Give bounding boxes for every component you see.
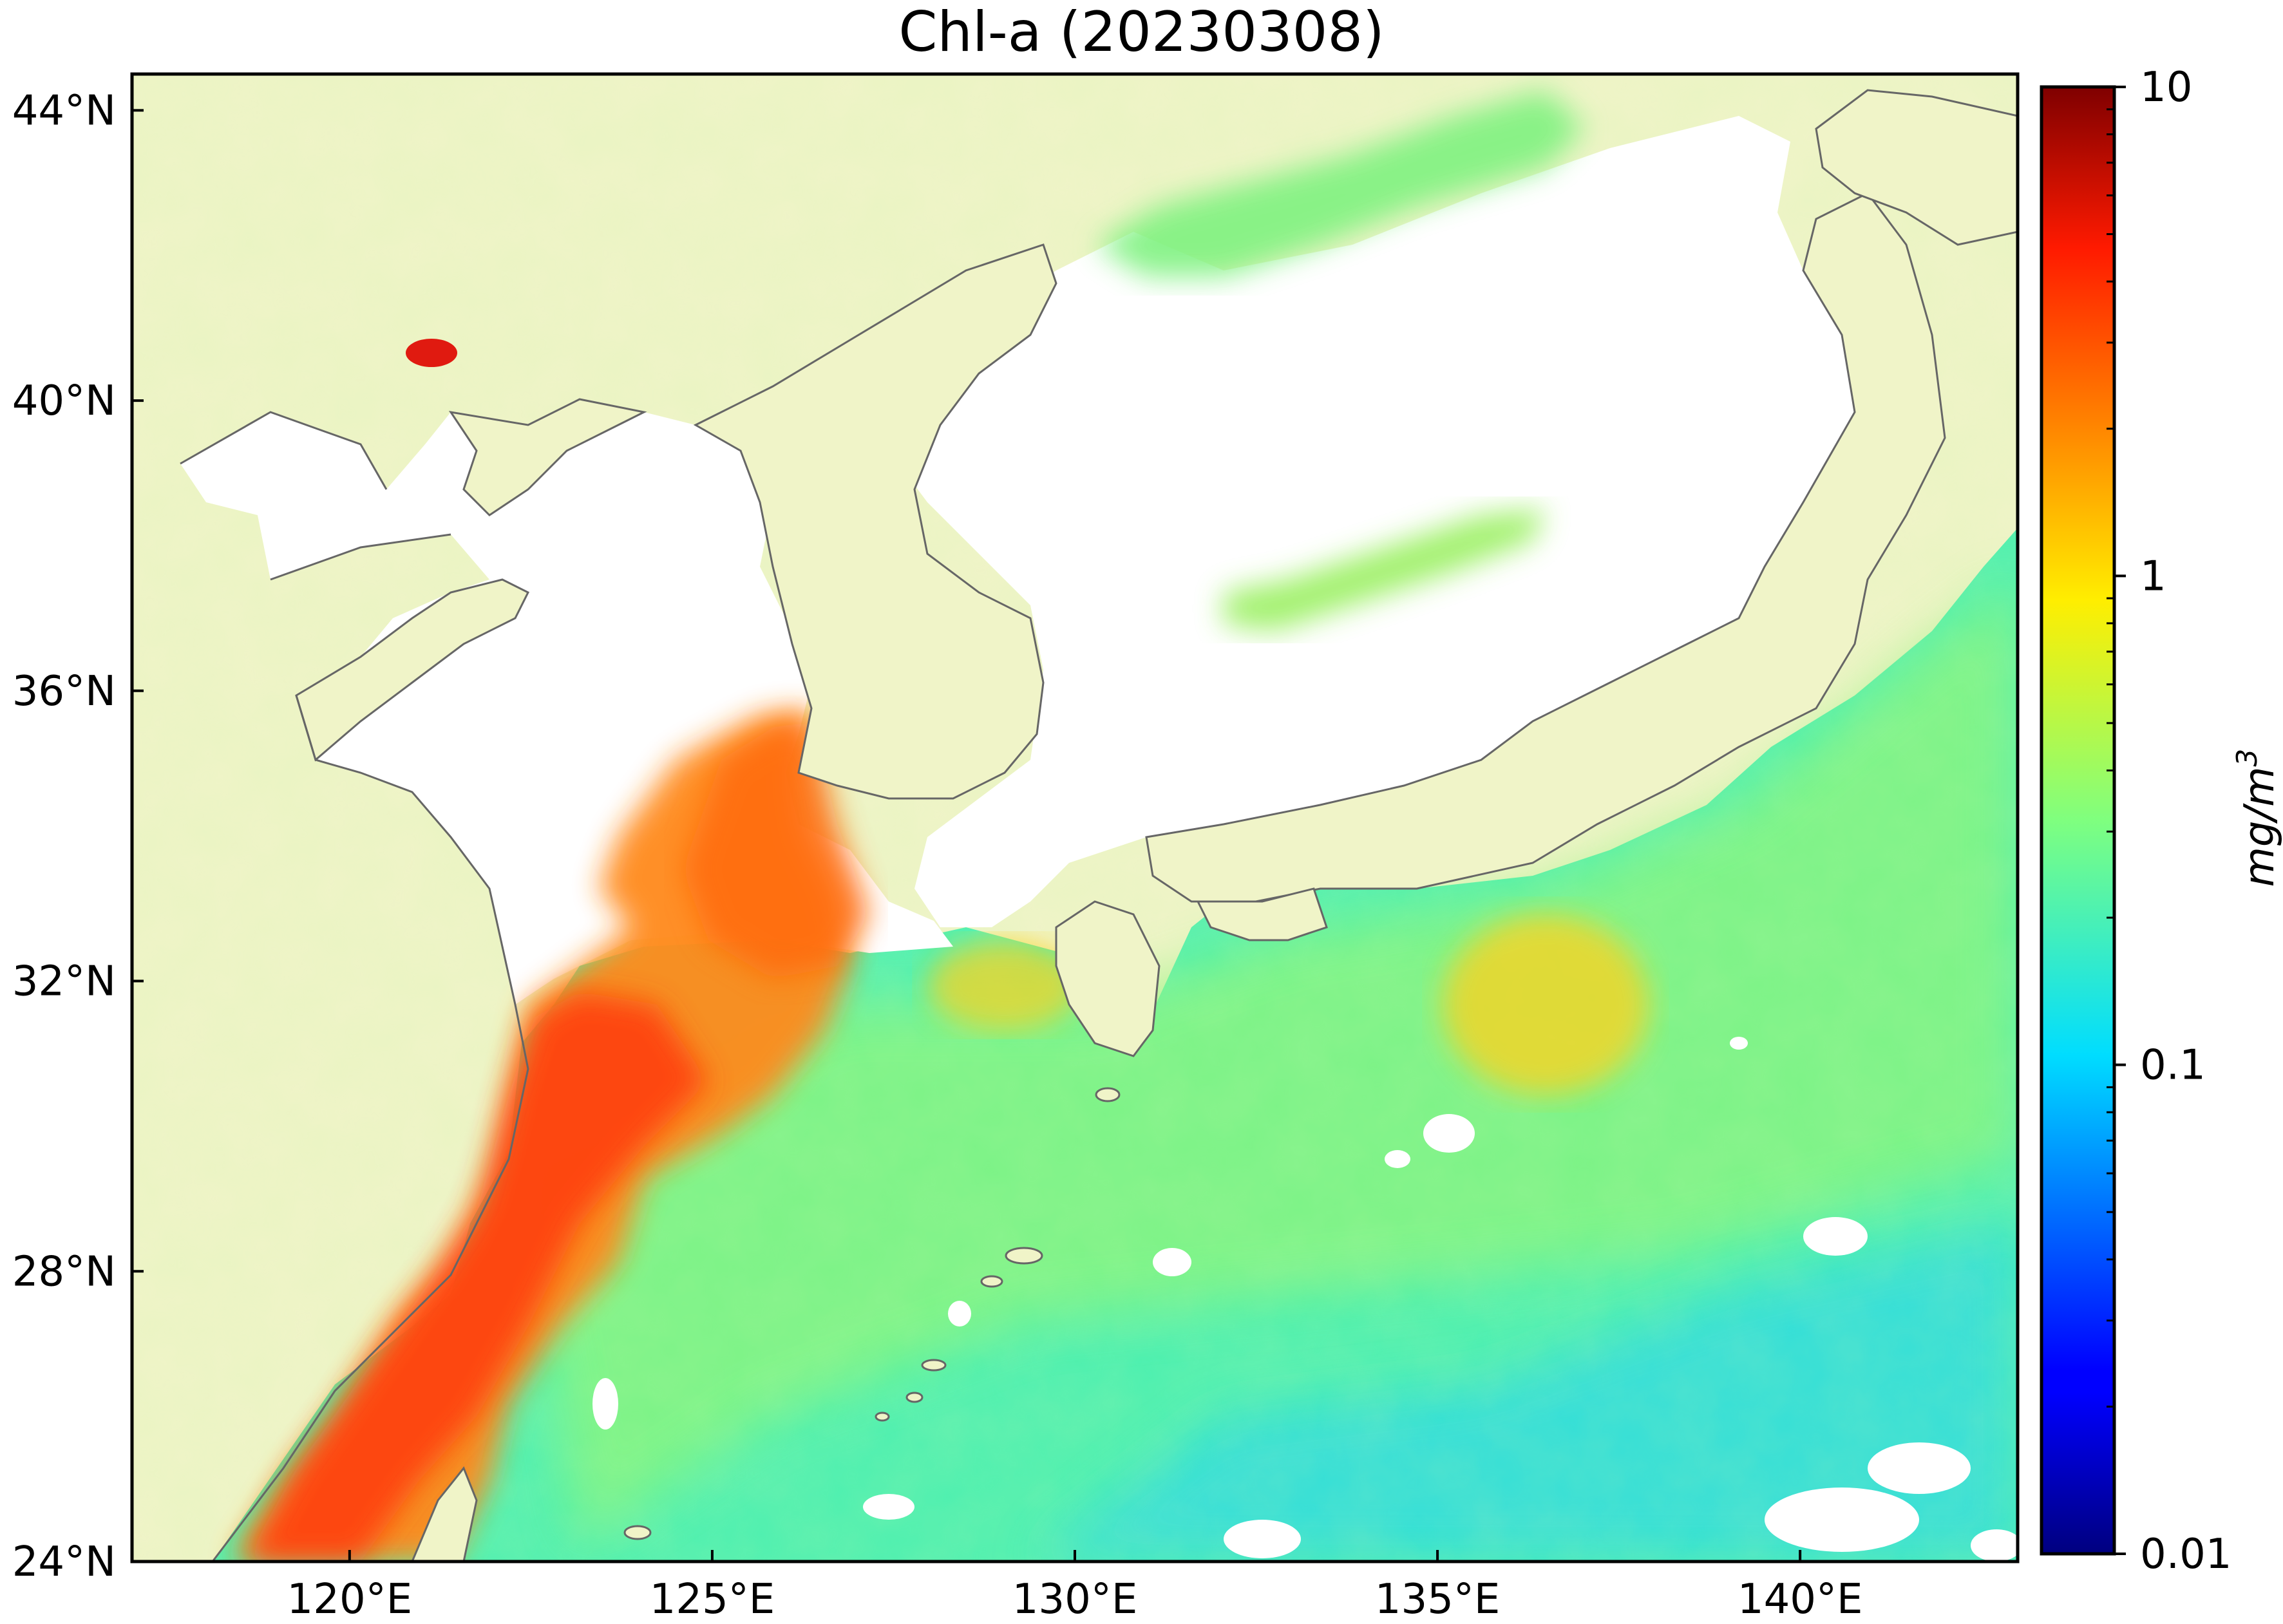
liaodong-bay-red-spot — [406, 339, 457, 367]
kuroshio-yellow-patch — [1443, 914, 1649, 1095]
ryukyu-islands — [623, 1087, 1121, 1540]
lon-tick-label: 140°E — [1738, 1576, 1863, 1623]
taiwan-island — [411, 1466, 478, 1562]
longitude-axis: 120°E 125°E 130°E 135°E 140°E — [287, 1550, 1863, 1623]
lon-tick-label: 135°E — [1375, 1576, 1501, 1623]
japan-hokkaido — [1815, 89, 2018, 246]
colorbar-tick-label: 10 — [2140, 64, 2192, 111]
korea-peninsula — [693, 243, 1057, 800]
sea-of-japan-north-streak — [1095, 90, 1584, 277]
lon-tick-label: 130°E — [1012, 1576, 1138, 1623]
lon-tick-label: 120°E — [287, 1576, 413, 1623]
lat-tick-label: 28°N — [12, 1248, 116, 1296]
map-area — [132, 74, 2018, 1562]
kyushu-yellow-patch — [927, 940, 1082, 1030]
no-data-cloud-gaps — [592, 1037, 2018, 1562]
shandong-peninsula — [295, 578, 530, 762]
colorbar-tick-label: 0.1 — [2140, 1042, 2206, 1090]
colorbar-tick-label: 0.01 — [2140, 1531, 2232, 1578]
no-data-sea-of-japan — [889, 116, 1855, 927]
latitude-axis: 24°N 28°N 32°N 36°N 40°N 44°N — [12, 87, 144, 1586]
lat-tick-label: 44°N — [12, 87, 116, 135]
china-coastline — [180, 411, 529, 1562]
japan-kyushu — [1055, 900, 1160, 1057]
colorbar-tick-label: 1 — [2140, 552, 2166, 600]
japan-honshu — [1145, 192, 1946, 903]
east-china-sea-orange-fringe — [683, 721, 869, 979]
lon-tick-label: 125°E — [650, 1576, 775, 1623]
colorbar — [2040, 85, 2116, 1556]
colorbar-axis: 10 1 0.1 0.01 — [2107, 64, 2232, 1578]
lat-tick-label: 24°N — [12, 1538, 116, 1586]
sea-of-japan-center-streak — [1224, 509, 1546, 631]
map-title: Chl-a (20230308) — [898, 0, 1385, 64]
liaodong-peninsula — [448, 398, 647, 516]
japan-shikoku — [1196, 887, 1328, 941]
colorbar-unit-label: mg/m3 — [2231, 749, 2283, 887]
china-coastal-red-core — [245, 992, 708, 1562]
lat-tick-label: 32°N — [12, 958, 116, 1006]
lat-tick-label: 40°N — [12, 377, 116, 425]
lat-tick-label: 36°N — [12, 668, 116, 715]
